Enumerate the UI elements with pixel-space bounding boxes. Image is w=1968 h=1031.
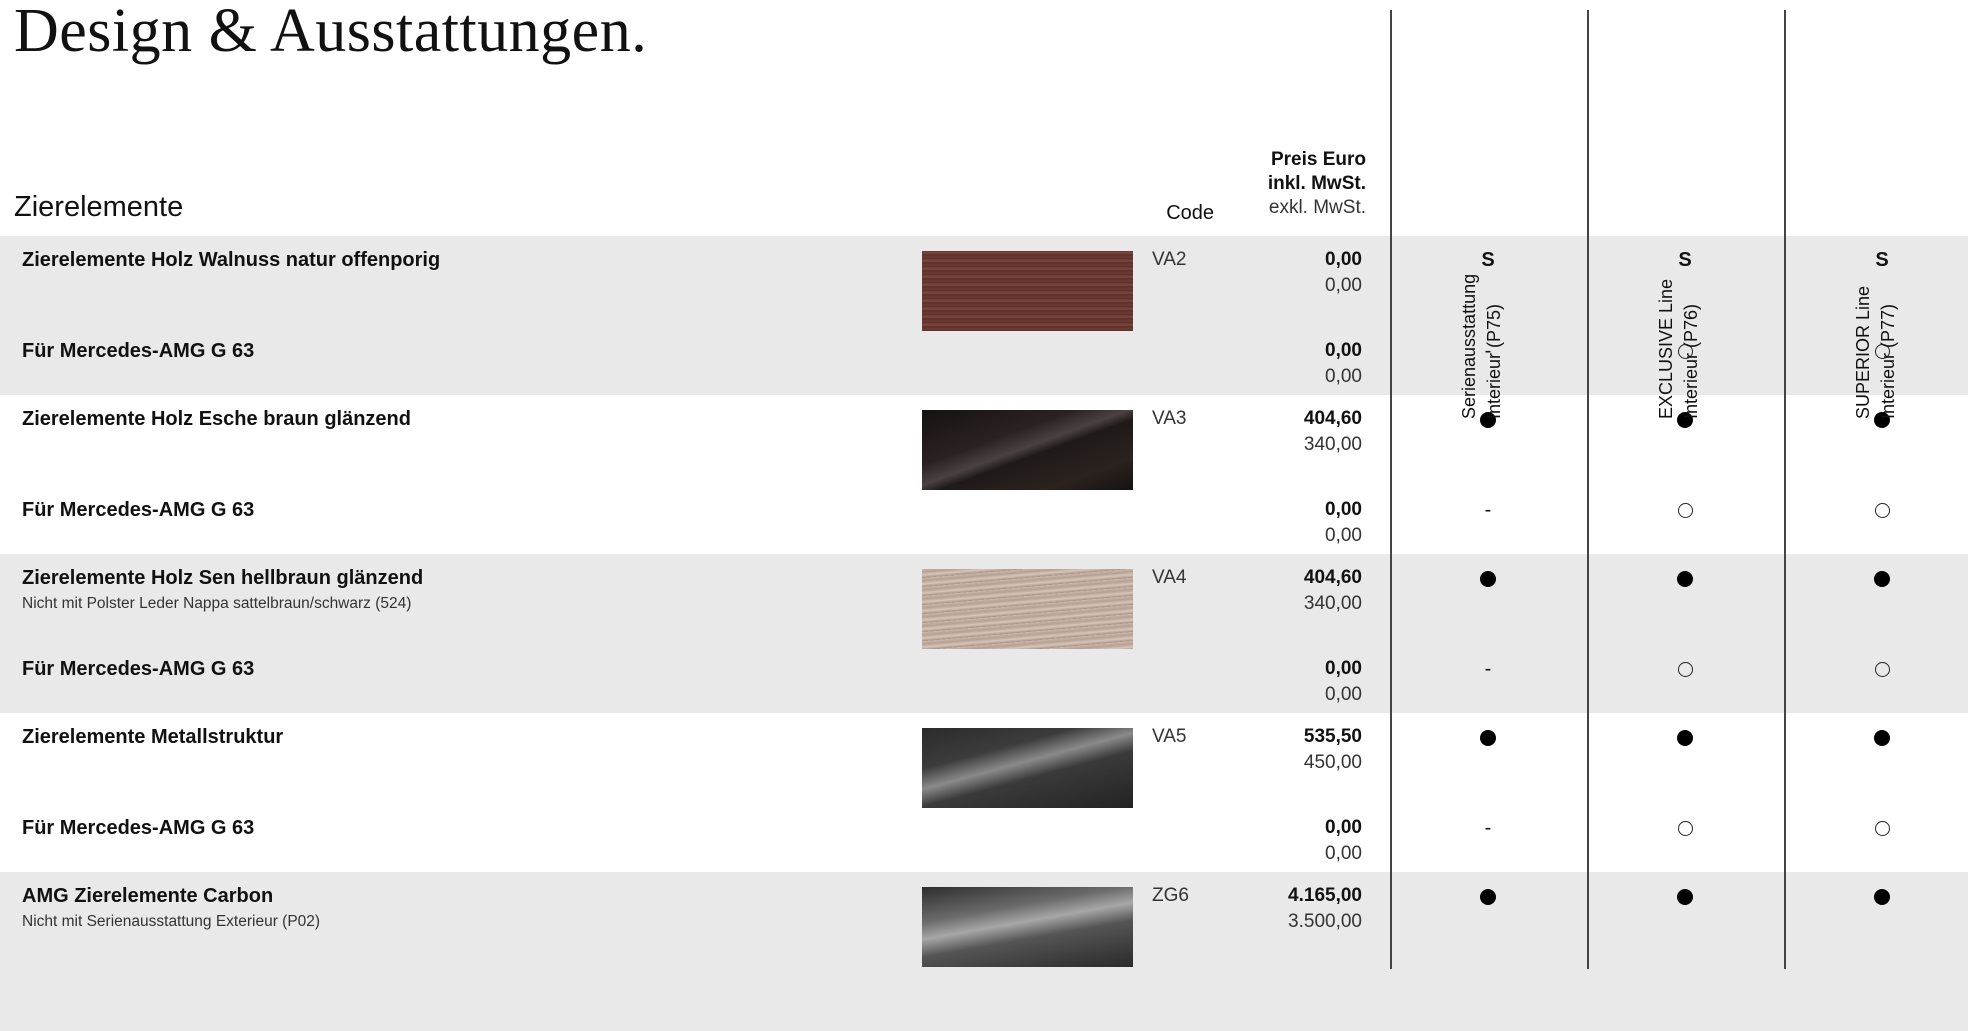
- price-incl-vat: 0,00: [1325, 249, 1362, 270]
- column-header-line2: Interieur (P76): [1681, 303, 1701, 419]
- table-row: Zierelemente Holz Esche braun glänzend VA…: [0, 395, 1968, 554]
- option-name: Zierelemente Metallstruktur: [22, 726, 284, 748]
- price-incl-vat: 404,60: [1303, 408, 1362, 429]
- availability-mark: [1655, 498, 1715, 522]
- price-incl-vat: 0,00: [1325, 817, 1362, 838]
- availability-mark: [1655, 816, 1715, 840]
- price-excl-vat: 0,00: [1325, 684, 1362, 705]
- price-excl-vat: 0,00: [1325, 525, 1362, 546]
- amg-variant-name: Für Mercedes-AMG G 63: [22, 658, 255, 680]
- trim-swatch-image: [922, 887, 1133, 967]
- amg-variant-price: 0,00 0,00: [1240, 497, 1362, 549]
- amg-variant-price: 0,00 0,00: [1240, 815, 1362, 867]
- option-price: 0,00 0,00: [1240, 247, 1362, 299]
- option-name: Zierelemente Holz Walnuss natur offenpor…: [22, 249, 441, 271]
- availability-mark: [1852, 884, 1912, 908]
- option-price: 404,60 340,00: [1240, 406, 1362, 458]
- column-header-line2: Interieur (P75): [1484, 303, 1504, 419]
- page-title: Design & Ausstattungen.: [14, 0, 648, 65]
- option-price: 404,60 340,00: [1240, 565, 1362, 617]
- availability-mark: [1852, 498, 1912, 522]
- option-code: ZG6: [1152, 885, 1189, 906]
- option-price: 535,50 450,00: [1240, 724, 1362, 776]
- amg-variant-name: Für Mercedes-AMG G 63: [22, 340, 255, 362]
- trim-swatch-image: [922, 251, 1133, 331]
- availability-mark: [1655, 657, 1715, 681]
- option-code: VA2: [1152, 249, 1187, 270]
- price-header-line2: inkl. MwSt.: [1267, 173, 1366, 194]
- availability-mark: -: [1484, 340, 1492, 362]
- availability-mark: S: [1875, 249, 1889, 271]
- price-excl-vat: 340,00: [1303, 593, 1362, 614]
- table-row: Zierelemente Holz Sen hellbraun glänzend…: [0, 554, 1968, 713]
- option-code: VA5: [1152, 726, 1187, 747]
- option-code: VA4: [1152, 567, 1187, 588]
- amg-variant-price: 0,00 0,00: [1240, 656, 1362, 708]
- column-divider: [1784, 10, 1786, 969]
- column-header-line1: EXCLUSIVE Line: [1656, 278, 1676, 419]
- column-header-line2: Interieur (P77): [1878, 303, 1898, 419]
- availability-mark: [1655, 725, 1715, 749]
- price-excl-vat: 3.500,00: [1288, 911, 1362, 932]
- section-title: Zierelemente: [14, 191, 184, 223]
- availability-mark: [1852, 657, 1912, 681]
- availability-mark: [1852, 816, 1912, 840]
- price-header-line3: exkl. MwSt.: [1268, 197, 1366, 218]
- price-incl-vat: 0,00: [1325, 340, 1362, 361]
- trim-swatch-image: [922, 728, 1133, 808]
- option-code: VA3: [1152, 408, 1187, 429]
- availability-mark: [1458, 725, 1518, 749]
- column-divider: [1587, 10, 1589, 969]
- table-row: Zierelemente Holz Walnuss natur offenpor…: [0, 236, 1968, 395]
- price-column-header: Preis Euro inkl. MwSt. exkl. MwSt.: [1240, 148, 1366, 220]
- table-row: Zierelemente Metallstruktur VA5 535,50 450,…: [0, 713, 1968, 872]
- availability-mark: S: [1481, 249, 1495, 271]
- trim-swatch-image: [922, 569, 1133, 649]
- table-row: AMG Zierelemente Carbon Nicht mit Seriena…: [0, 872, 1968, 1031]
- price-incl-vat: 4.165,00: [1288, 885, 1362, 906]
- price-excl-vat: 450,00: [1303, 752, 1362, 773]
- price-incl-vat: 535,50: [1303, 726, 1362, 747]
- price-incl-vat: 0,00: [1325, 658, 1362, 679]
- availability-mark: [1852, 566, 1912, 590]
- option-name: Zierelemente Holz Sen hellbraun glänzend: [22, 567, 424, 589]
- option-note: Nicht mit Polster Leder Nappa sattelbrau…: [22, 595, 412, 612]
- code-column-header: Code: [1166, 202, 1214, 224]
- column-header-exclusive-line: EXCLUSIVE Line Interieur (P76): [1654, 223, 1714, 419]
- availability-mark: -: [1484, 817, 1492, 839]
- availability-mark: [1458, 566, 1518, 590]
- price-excl-vat: 340,00: [1303, 434, 1362, 455]
- column-divider: [1390, 10, 1392, 969]
- option-note: Nicht mit Serienausstattung Exterieur (P…: [22, 913, 321, 930]
- option-name: Zierelemente Holz Esche braun glänzend: [22, 408, 411, 430]
- price-excl-vat: 0,00: [1325, 275, 1362, 296]
- option-name: AMG Zierelemente Carbon: [22, 885, 274, 907]
- option-price: 4.165,00 3.500,00: [1240, 883, 1362, 935]
- amg-variant-name: Für Mercedes-AMG G 63: [22, 499, 255, 521]
- availability-mark: [1852, 725, 1912, 749]
- availability-mark: S: [1678, 249, 1692, 271]
- column-header-superior-line: SUPERIOR Line Interieur (P77): [1851, 223, 1911, 419]
- trim-swatch-image: [922, 410, 1133, 490]
- column-header-serienausstattung: Serienausstattung Interieur (P75): [1457, 223, 1517, 419]
- availability-mark: -: [1484, 499, 1492, 521]
- column-header-line1: Serienausstattung: [1459, 273, 1479, 419]
- availability-mark: -: [1484, 658, 1492, 680]
- price-header-line1: Preis Euro: [1270, 149, 1366, 170]
- amg-variant-name: Für Mercedes-AMG G 63: [22, 817, 255, 839]
- amg-variant-price: 0,00 0,00: [1240, 338, 1362, 390]
- price-excl-vat: 0,00: [1325, 366, 1362, 387]
- column-header-line1: SUPERIOR Line: [1853, 285, 1873, 419]
- availability-mark: [1655, 566, 1715, 590]
- price-incl-vat: 404,60: [1303, 567, 1362, 588]
- price-incl-vat: 0,00: [1325, 499, 1362, 520]
- availability-mark: [1655, 884, 1715, 908]
- price-excl-vat: 0,00: [1325, 843, 1362, 864]
- availability-mark: [1458, 884, 1518, 908]
